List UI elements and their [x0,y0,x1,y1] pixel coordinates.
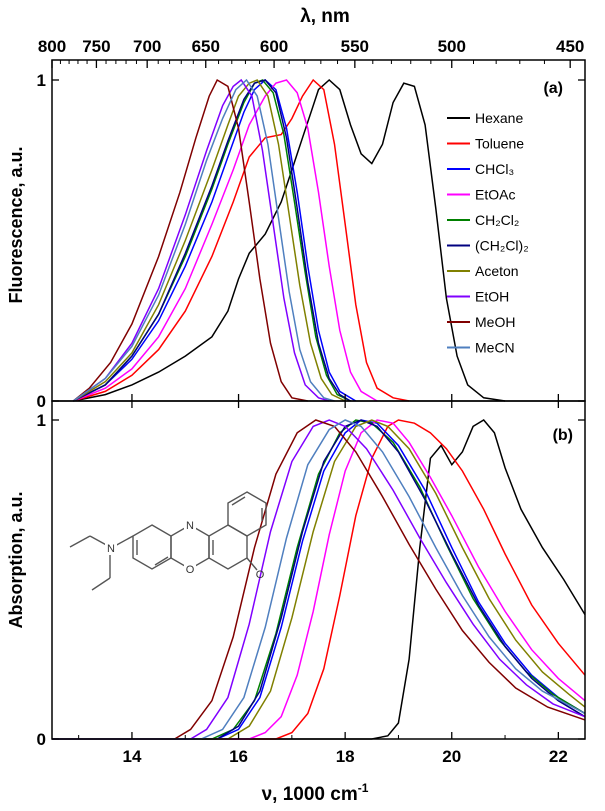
carbonyl-bond [246,557,258,571]
x-axis-title-sup: -1 [358,781,369,795]
legend-label-7: EtOH [475,289,509,305]
legend-label-6: Aceton [475,263,519,279]
panel-b-y-tick-label: 1 [37,411,46,430]
ethyl-bond [69,535,91,548]
x-axis-title: ν, 1000 cm-1 [262,781,369,805]
panel-b-series-0-line [52,419,586,740]
panel-a-series-9-line [72,78,335,402]
x-tick-label: 18 [336,747,355,766]
top-tick-label: 450 [556,37,584,56]
panel-b-series-6-line [52,419,586,740]
legend: Hexane Toluene CHCl₃ EtOAc CH₂Cl₂ (CH₂Cl)₂ Ace… [447,110,529,356]
legend-label-8: MeOH [475,314,515,330]
panel-a-series-4-line [72,79,351,402]
top-tick-label: 800 [38,37,66,56]
legend-label-0: Hexane [475,110,523,126]
x-tick-label: 16 [229,747,248,766]
panel-a-y-tick-label: 1 [37,71,46,90]
panel-a-y-tick-label: 0 [37,392,46,411]
molecule-atoms: N O N O [105,519,265,581]
top-tick-label: 550 [341,37,369,56]
atom-o-carbonyl: O [256,569,265,581]
atom-n-ring: N [186,520,194,532]
panel-b-series-3-line [52,419,586,740]
panel-a-series-6-line [72,79,346,402]
bond [231,496,246,506]
panel-b-y-tick-label: 0 [37,730,46,749]
panel-b-label: (b) [553,427,573,444]
panel-b-series-5-line [52,419,586,740]
bond [154,556,169,566]
panel-a-label: (a) [543,80,563,97]
legend-label-4: CH₂Cl₂ [475,212,519,228]
x-tick-label: 14 [122,747,141,766]
x-tick-label: 20 [442,747,461,766]
panel-b-series-1-line [52,419,586,740]
top-tick-label: 600 [260,37,288,56]
left-ring [132,524,172,570]
top-axis-title: λ, nm [300,6,350,27]
panel-b-ylabel: Absorption, a.u. [6,492,26,629]
top-tick-label: 500 [438,37,466,56]
atom-n-amine: N [107,543,115,555]
legend-label-3: EtOAc [475,187,515,203]
legend-label-9: MeCN [475,340,515,356]
atom-o-ring: O [186,564,195,576]
panel-a [72,78,506,402]
panel-a-series-0-line [73,78,506,402]
panel-b-frame [51,400,586,740]
panel-a-series-3-line [73,79,378,402]
molecule-structure [69,491,267,591]
top-tick-label: 750 [82,37,110,56]
legend-label-1: Toluene [475,136,524,152]
panel-a-series-5-line [72,79,351,402]
top-tick-label: 650 [192,37,220,56]
panel-b-series-7-line [52,419,586,740]
top-tick-label: 700 [133,37,161,56]
x-axis-title-main: ν, 1000 cm [262,784,358,805]
atom-bg [105,542,117,554]
panel-a-series-8-line [72,78,308,402]
ring-c [208,524,248,570]
legend-label-5: (CH₂Cl)₂ [475,238,529,254]
atom-bg [184,519,196,531]
panel-a-ylabel: Fluorescence, a.u. [6,146,26,303]
legend-label-2: CHCl₃ [475,161,514,177]
panel-b-series-9-line [52,419,586,740]
panel-b [52,419,586,740]
panel-a-series-7-line [72,78,330,402]
atom-bg [184,563,196,575]
x-tick-label: 22 [549,747,568,766]
ethyl-bond [91,577,111,591]
panel-a-series-1-line [73,78,410,402]
